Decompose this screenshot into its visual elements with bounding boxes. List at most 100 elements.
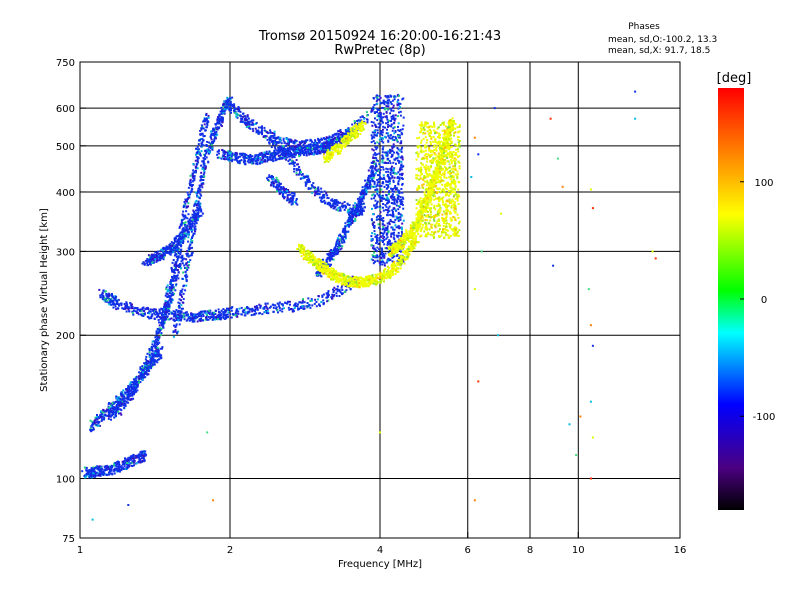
data-point	[222, 155, 225, 158]
data-point	[99, 296, 102, 299]
data-point	[295, 172, 298, 175]
data-point	[318, 140, 321, 143]
data-point	[361, 209, 364, 212]
data-point	[136, 312, 139, 314]
data-point	[286, 150, 289, 153]
data-point	[168, 289, 171, 292]
data-point	[281, 157, 284, 160]
data-point	[337, 134, 340, 137]
data-point	[259, 153, 262, 156]
data-point	[251, 121, 254, 124]
data-point	[338, 290, 341, 293]
data-point	[96, 414, 98, 416]
data-point	[102, 289, 105, 292]
data-point	[317, 270, 320, 273]
data-point	[165, 288, 168, 291]
data-point	[200, 171, 203, 174]
data-point	[351, 275, 354, 278]
data-point	[99, 294, 102, 297]
data-point	[111, 402, 114, 405]
data-point	[169, 248, 172, 251]
data-point	[92, 472, 95, 475]
data-point	[240, 115, 243, 118]
data-point	[182, 205, 185, 208]
data-point	[172, 271, 175, 274]
data-point	[195, 155, 198, 158]
data-point	[347, 220, 350, 223]
data-point	[155, 340, 158, 343]
data-point	[235, 152, 238, 155]
data-point	[170, 248, 173, 251]
data-point	[110, 469, 113, 472]
data-point	[361, 197, 364, 200]
data-point	[127, 458, 130, 461]
data-point	[90, 473, 93, 476]
data-point	[219, 318, 222, 321]
data-point	[133, 387, 135, 390]
data-point	[115, 395, 118, 398]
data-point	[334, 246, 337, 249]
data-point	[243, 115, 246, 118]
data-point	[346, 128, 349, 131]
data-point	[173, 271, 176, 274]
data-point	[292, 140, 295, 143]
data-point	[115, 308, 118, 311]
legend-o-stats: mean, sd,O:-100.2, 13.3	[608, 35, 717, 45]
data-point	[389, 243, 392, 246]
data-point	[283, 196, 286, 199]
y-tick-label: 600	[56, 104, 75, 115]
data-point	[183, 231, 186, 234]
data-point	[301, 173, 304, 176]
data-point	[218, 314, 221, 317]
data-point	[188, 218, 191, 221]
data-point	[84, 474, 86, 477]
data-point	[181, 237, 184, 240]
data-point	[189, 243, 192, 246]
data-point	[187, 261, 189, 264]
data-point	[127, 394, 130, 397]
data-point	[268, 136, 271, 139]
data-point	[210, 133, 213, 136]
data-point	[227, 309, 230, 311]
data-point	[158, 341, 161, 344]
data-point	[127, 457, 130, 460]
data-point	[164, 312, 167, 315]
data-point	[370, 177, 373, 180]
data-point	[194, 191, 197, 194]
data-point	[122, 468, 125, 470]
data-point	[338, 295, 341, 297]
data-point	[195, 313, 198, 316]
data-point	[204, 155, 207, 158]
data-point	[351, 215, 354, 218]
data-point	[292, 310, 295, 313]
data-point	[348, 204, 351, 207]
data-point	[182, 313, 185, 316]
data-point	[288, 162, 291, 165]
data-point	[174, 247, 177, 250]
data-point	[306, 139, 309, 142]
data-point	[302, 298, 304, 301]
data-point	[169, 245, 172, 248]
data-point	[186, 254, 189, 257]
data-point	[143, 458, 146, 461]
data-point	[249, 159, 252, 162]
data-point	[178, 225, 181, 228]
data-point	[212, 315, 215, 318]
data-point	[139, 461, 142, 464]
data-point	[170, 266, 173, 269]
data-point	[245, 119, 248, 122]
data-point	[276, 178, 279, 181]
data-point	[156, 338, 159, 341]
data-point	[180, 256, 183, 258]
data-point	[180, 248, 183, 251]
data-point	[84, 476, 87, 479]
data-point	[290, 139, 293, 142]
data-point	[213, 136, 216, 139]
data-point	[319, 199, 322, 202]
data-point	[176, 332, 178, 335]
data-point	[219, 311, 222, 314]
data-point	[202, 179, 205, 181]
data-point	[251, 162, 254, 165]
data-point	[154, 336, 157, 339]
data-point	[261, 153, 264, 156]
